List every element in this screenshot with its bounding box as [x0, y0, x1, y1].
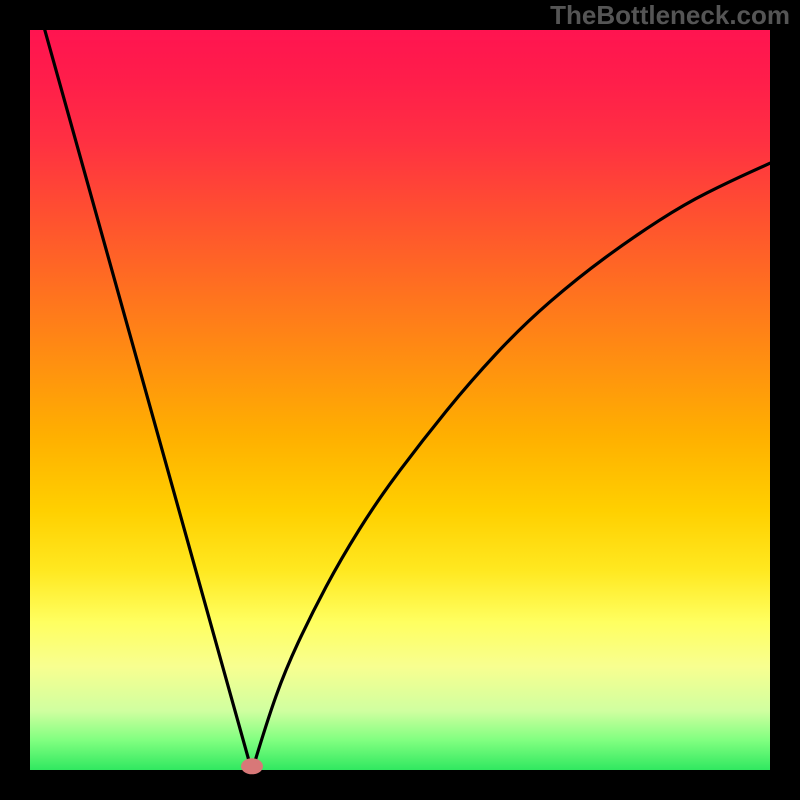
watermark-text: TheBottleneck.com: [550, 0, 790, 31]
v-curve: [45, 30, 770, 766]
optimum-marker: [241, 758, 263, 774]
bottleneck-curve-plot: [30, 30, 770, 770]
